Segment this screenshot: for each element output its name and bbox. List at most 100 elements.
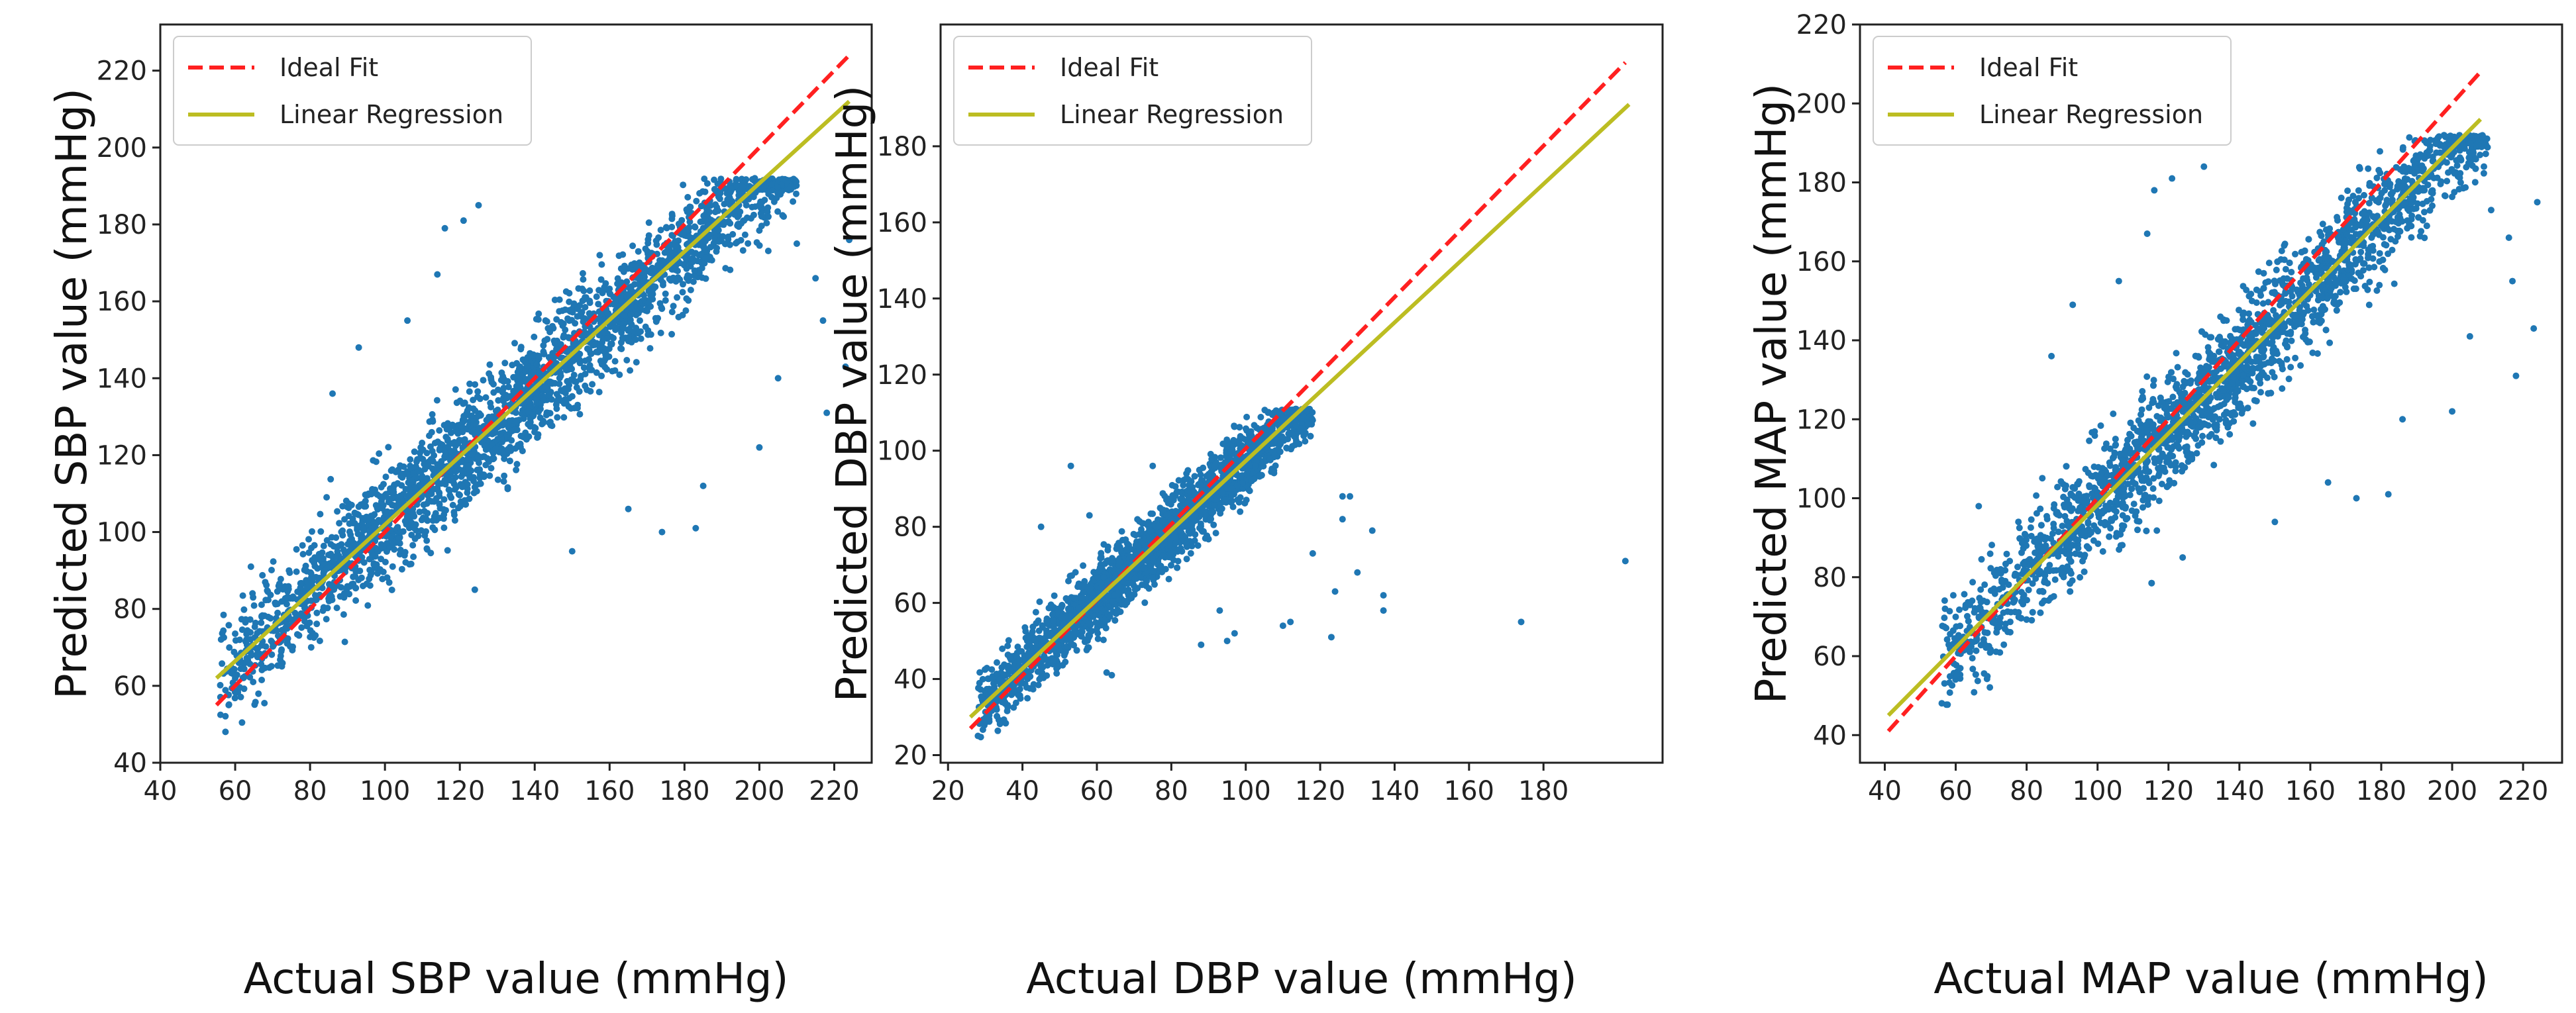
x-tick-label: 220 (809, 776, 859, 806)
data-point (701, 260, 708, 267)
data-point (517, 344, 525, 351)
data-point (793, 190, 799, 197)
data-point (535, 352, 542, 360)
outlier-point (819, 317, 827, 324)
data-point (457, 498, 464, 505)
data-point (568, 376, 575, 383)
data-point (1253, 424, 1261, 432)
sbp-scatter-panel: 40 60 80 100 120 140 160 180 200 2204060801001201… (48, 23, 873, 1004)
data-point (316, 638, 323, 644)
data-point (480, 471, 488, 478)
data-point (1187, 550, 1194, 557)
data-point (358, 520, 366, 528)
data-point (447, 477, 454, 484)
y-tick-label: 80 (113, 595, 147, 625)
data-point (632, 336, 639, 343)
axes-frame (159, 23, 873, 764)
outlier-point (460, 217, 467, 224)
data-point (434, 486, 441, 493)
data-point (756, 227, 763, 234)
data-point (346, 547, 354, 554)
data-point (307, 644, 315, 651)
data-point (527, 352, 534, 360)
data-point (379, 575, 386, 583)
data-point (1230, 437, 1237, 444)
outlier-point (823, 409, 831, 416)
x-tick-label: 80 (293, 776, 327, 806)
outlier-point (441, 224, 448, 232)
outlier-point (434, 271, 441, 278)
data-point (268, 651, 276, 658)
data-point (461, 399, 468, 407)
data-point (490, 389, 497, 396)
data-point (752, 203, 759, 211)
data-point (741, 231, 748, 238)
data-point (586, 287, 593, 294)
data-point (285, 567, 293, 574)
data-point (456, 436, 463, 444)
data-point (390, 502, 397, 509)
data-point (533, 396, 540, 403)
data-point (749, 175, 756, 183)
data-point (440, 422, 448, 429)
data-point (480, 377, 487, 384)
data-point (574, 305, 582, 313)
data-point (284, 635, 291, 642)
data-point (570, 339, 577, 346)
data-points (217, 175, 853, 736)
ideal-fit-line (215, 54, 851, 706)
data-point (474, 393, 481, 401)
data-point (507, 445, 515, 452)
data-point (451, 517, 458, 524)
data-point (255, 690, 262, 697)
data-point (262, 579, 269, 586)
data-point (513, 461, 521, 467)
data-point (1021, 624, 1029, 631)
data-point (459, 428, 466, 436)
data-point (360, 559, 368, 566)
data-point (621, 312, 628, 319)
data-point (369, 486, 376, 493)
data-point (225, 701, 232, 708)
data-point (605, 310, 612, 317)
data-point (355, 511, 362, 518)
data-point (525, 408, 532, 415)
data-point (320, 555, 327, 562)
data-point (274, 588, 281, 595)
data-point (391, 546, 398, 553)
legend-box (173, 36, 532, 146)
data-point (535, 431, 542, 438)
data-point (691, 223, 698, 230)
outlier-point (568, 548, 576, 555)
data-point (691, 267, 698, 274)
data-point (1117, 608, 1124, 615)
data-point (231, 695, 238, 702)
outlier-point (625, 505, 632, 512)
data-point (1227, 492, 1235, 499)
data-point (464, 456, 472, 463)
data-point (217, 636, 225, 643)
data-point (763, 219, 770, 226)
data-point (1064, 605, 1072, 612)
data-point (311, 563, 319, 570)
data-point (706, 209, 713, 216)
data-point (633, 359, 640, 366)
data-point (1075, 580, 1082, 587)
data-point (307, 570, 315, 577)
data-point (510, 373, 517, 381)
data-point (1243, 413, 1251, 420)
data-point (345, 500, 352, 507)
data-point (613, 324, 620, 331)
x-tick-label: 140 (509, 776, 560, 806)
data-point (541, 350, 548, 358)
data-point (238, 626, 246, 634)
data-point (451, 486, 458, 493)
data-point (764, 248, 772, 254)
data-point (413, 473, 420, 481)
data-point (309, 557, 316, 564)
data-point (258, 666, 266, 673)
data-point (693, 197, 700, 205)
data-point (994, 727, 1002, 734)
data-point (389, 466, 396, 473)
